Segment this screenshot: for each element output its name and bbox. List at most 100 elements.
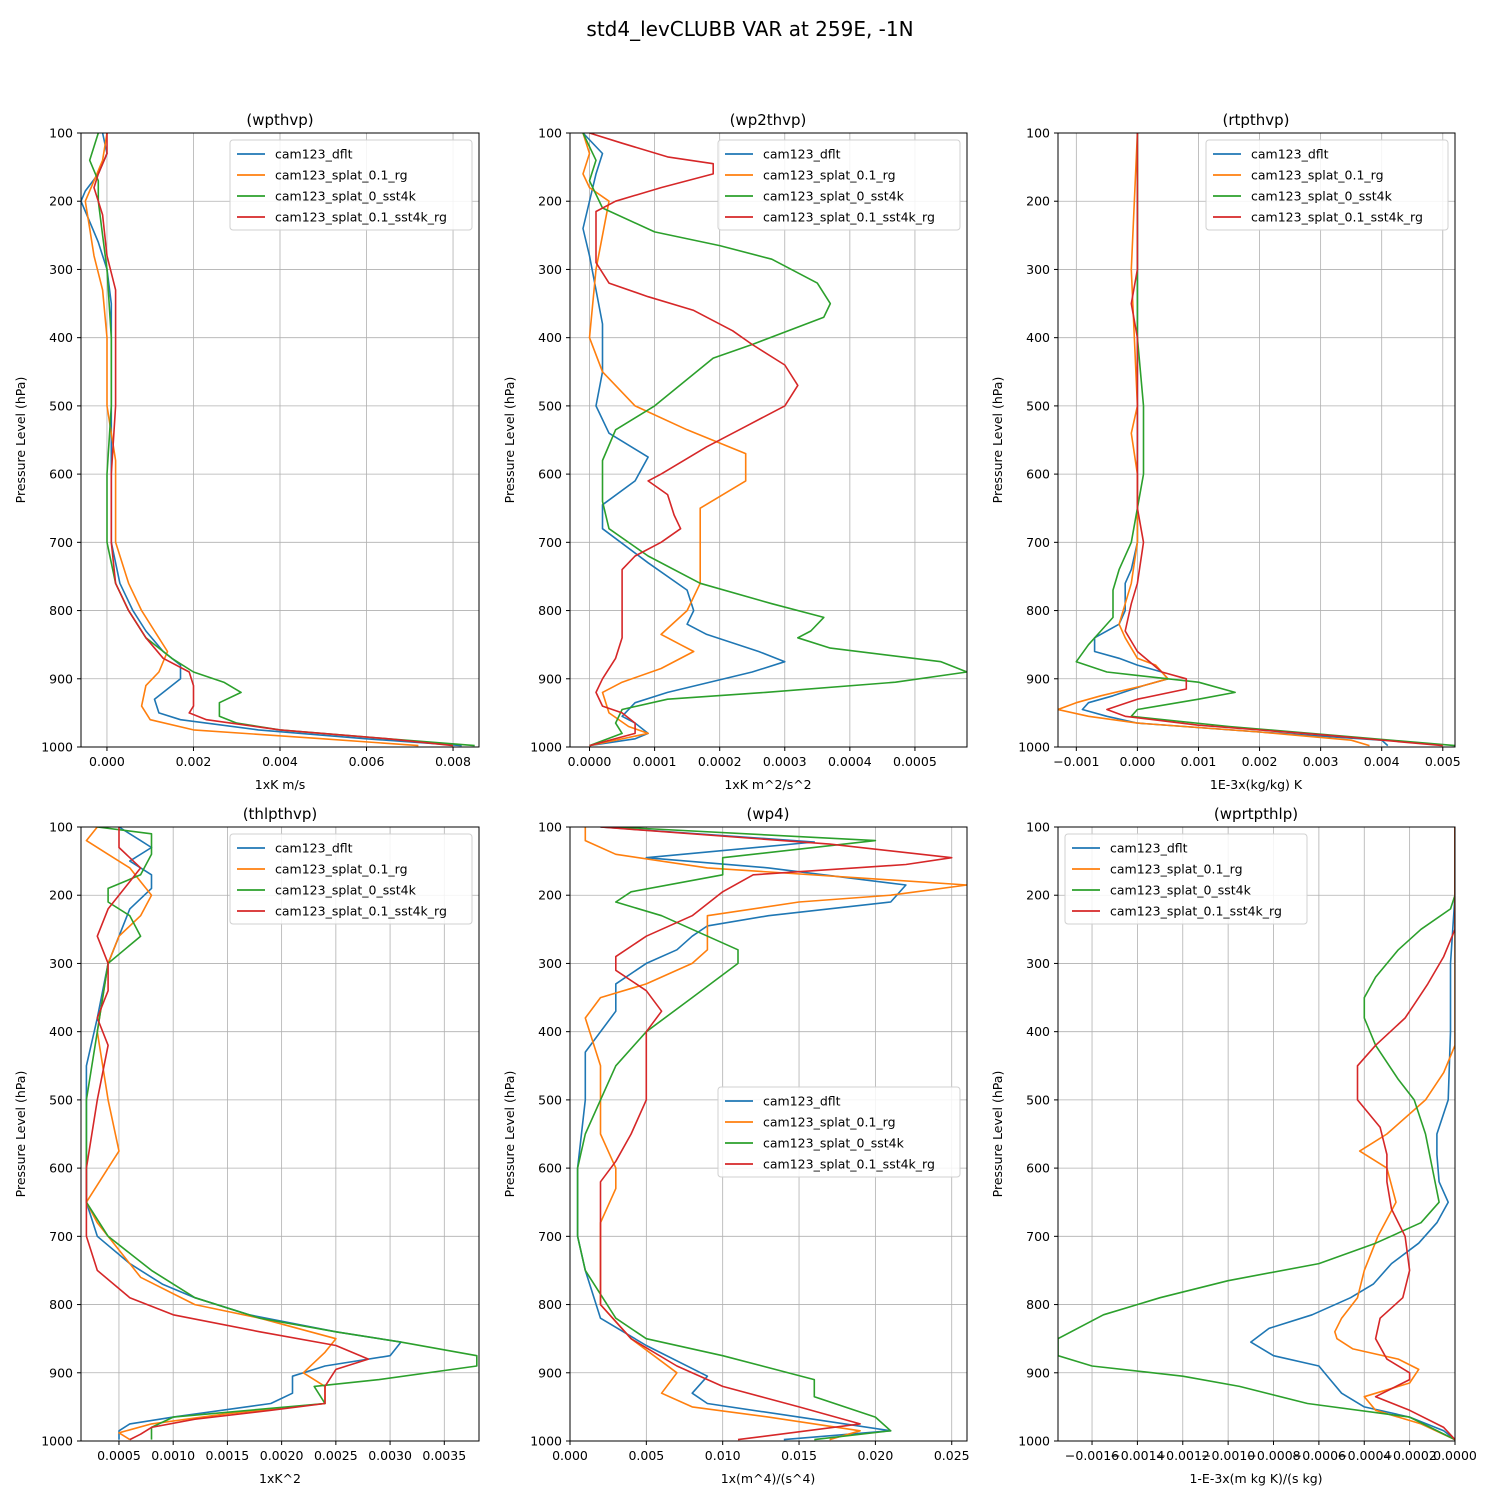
y-tick-label: 1000 — [530, 740, 562, 755]
plot-frame — [1057, 826, 1456, 1442]
x-tick-label: 0.0000 — [1433, 1448, 1477, 1463]
y-tick-label: 900 — [1026, 671, 1050, 686]
legend-label: cam123_splat_0.1_sst4k_rg — [275, 904, 447, 919]
x-tick-label: 0.000 — [89, 754, 125, 769]
panel-title: (wpthvp) — [246, 111, 313, 129]
y-tick-label: 500 — [49, 1092, 73, 1107]
y-tick-label: 900 — [538, 671, 562, 686]
y-tick-label: 600 — [49, 467, 73, 482]
panel-wpthvp: (wpthvp) 1xK m/s Pressure Level (hPa) 0.… — [13, 111, 480, 792]
series-line-cam123-dflt — [1081, 133, 1389, 747]
y-tick-label: 800 — [538, 1297, 562, 1312]
legend-box — [717, 139, 961, 231]
x-tick-label: −0.0010 — [1201, 1448, 1255, 1463]
y-tick-label: 300 — [49, 262, 73, 277]
x-tick-label: 0.005 — [628, 1448, 664, 1463]
x-tick-label: 0.020 — [857, 1448, 893, 1463]
legend: cam123_dflt cam123_splat_0.1_rg cam123_spl… — [1205, 139, 1449, 231]
x-tick-label: 0.0035 — [422, 1448, 466, 1463]
y-tick-label: 700 — [538, 535, 562, 550]
x-axis-label: 1xK m/s — [255, 777, 305, 792]
y-tick-label: 200 — [538, 194, 562, 209]
y-axis-label: Pressure Level (hPa) — [502, 1071, 517, 1198]
y-tick-label: 100 — [538, 126, 562, 141]
y-tick-label: 400 — [49, 1024, 73, 1039]
y-tick-label: 100 — [1026, 820, 1050, 835]
legend-box — [1205, 139, 1449, 231]
legend-label: cam123_splat_0.1_rg — [1251, 168, 1384, 183]
legend: cam123_dflt cam123_splat_0.1_rg cam123_spl… — [717, 1086, 961, 1178]
y-tick-label: 1000 — [41, 740, 73, 755]
y-axis-label: Pressure Level (hPa) — [13, 1071, 28, 1198]
series-line-cam123-splat-0-sst4k — [582, 133, 967, 747]
series-line-cam123-splat-0-1-rg — [1058, 133, 1370, 747]
legend-box — [229, 139, 473, 231]
y-tick-label: 900 — [538, 1365, 562, 1380]
series-line-cam123-splat-0-1-sst4k-rg — [85, 827, 370, 1441]
y-tick-label: 300 — [1026, 956, 1050, 971]
x-tick-label: 0.0030 — [368, 1448, 412, 1463]
legend: cam123_dflt cam123_splat_0.1_rg cam123_spl… — [229, 139, 473, 231]
y-tick-label: 500 — [1026, 1092, 1050, 1107]
legend-label: cam123_splat_0_sst4k — [275, 189, 417, 204]
x-tick-label: −0.0014 — [1110, 1448, 1164, 1463]
legend-label: cam123_splat_0.1_rg — [275, 862, 408, 877]
legend-label: cam123_dflt — [1110, 841, 1188, 856]
y-tick-label: 500 — [1026, 398, 1050, 413]
y-tick-label: 300 — [538, 262, 562, 277]
y-tick-label: 200 — [1026, 194, 1050, 209]
x-tick-label: 0.0020 — [260, 1448, 304, 1463]
legend-label: cam123_splat_0.1_rg — [1110, 862, 1243, 877]
x-tick-label: −0.0004 — [1337, 1448, 1391, 1463]
y-axis-label: Pressure Level (hPa) — [502, 377, 517, 504]
x-axis-label: 1x(m^4)/(s^4) — [721, 1471, 816, 1486]
y-tick-label: 100 — [1026, 126, 1050, 141]
x-tick-label: 0.0001 — [633, 754, 677, 769]
series-line-cam123-dflt — [576, 827, 907, 1441]
legend: cam123_dflt cam123_splat_0.1_rg cam123_spl… — [1064, 833, 1308, 925]
y-tick-label: 600 — [49, 1161, 73, 1176]
y-tick-label: 900 — [1026, 1365, 1050, 1380]
legend-label: cam123_splat_0_sst4k — [763, 189, 905, 204]
series-line-cam123-splat-0-sst4k — [1075, 133, 1455, 747]
y-tick-label: 500 — [538, 1092, 562, 1107]
x-tick-label: 0.0003 — [763, 754, 807, 769]
x-tick-label: −0.0008 — [1246, 1448, 1300, 1463]
y-tick-label: 100 — [538, 820, 562, 835]
panel-wprtpthlp: (wprtpthlp) 1-E-3x(m kg K)/(s kg) Pressu… — [990, 805, 1477, 1486]
x-tick-label: 0.0002 — [698, 754, 742, 769]
x-tick-label: 0.001 — [1181, 754, 1217, 769]
y-tick-label: 700 — [49, 535, 73, 550]
series-line-cam123-splat-0-1-sst4k-rg — [599, 827, 953, 1441]
x-axis-label: 1E-3x(kg/kg) K — [1210, 777, 1303, 792]
x-tick-label: 0.000 — [552, 1448, 588, 1463]
legend-label: cam123_splat_0.1_sst4k_rg — [275, 210, 447, 225]
y-tick-label: 200 — [49, 888, 73, 903]
y-tick-label: 1000 — [1018, 740, 1050, 755]
y-tick-label: 500 — [538, 398, 562, 413]
x-tick-label: 0.025 — [934, 1448, 970, 1463]
x-tick-label: 0.002 — [176, 754, 212, 769]
y-tick-label: 100 — [49, 126, 73, 141]
panel-title: (wp4) — [746, 805, 789, 823]
x-tick-label: −0.001 — [1053, 754, 1099, 769]
y-tick-label: 200 — [1026, 888, 1050, 903]
legend-label: cam123_splat_0.1_rg — [763, 1115, 896, 1130]
legend-label: cam123_splat_0_sst4k — [1251, 189, 1393, 204]
plot-frame — [569, 826, 968, 1442]
y-tick-label: 200 — [49, 194, 73, 209]
x-tick-label: 0.0000 — [568, 754, 612, 769]
y-tick-label: 300 — [1026, 262, 1050, 277]
series-line-cam123-dflt — [582, 133, 786, 747]
y-tick-label: 400 — [49, 330, 73, 345]
legend: cam123_dflt cam123_splat_0.1_rg cam123_spl… — [717, 139, 961, 231]
series-line-cam123-splat-0-1-rg — [84, 133, 419, 747]
panel-title: (thlpthvp) — [243, 805, 318, 823]
series-line-cam123-splat-0-sst4k — [1058, 827, 1455, 1441]
x-tick-label: −0.0012 — [1156, 1448, 1210, 1463]
x-axis-label: 1-E-3x(m kg K)/(s kg) — [1189, 1471, 1322, 1486]
series-line-cam123-splat-0-1-sst4k-rg — [93, 133, 454, 747]
legend-box — [1064, 833, 1308, 925]
plot-frame — [80, 826, 480, 1442]
legend-label: cam123_dflt — [275, 841, 353, 856]
